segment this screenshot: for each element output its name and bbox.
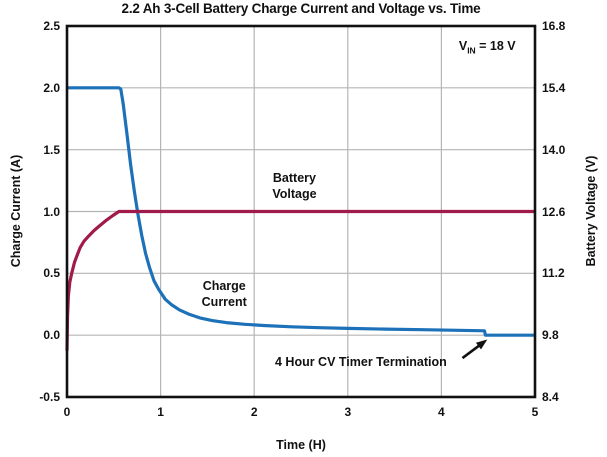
y-left-tick-label: 0.0 xyxy=(43,328,60,343)
cv-timer-termination-label: 4 Hour CV Timer Termination xyxy=(274,355,447,370)
charge-current-label-line1: Charge xyxy=(202,279,246,294)
y-right-tick-label: 8.4 xyxy=(542,390,559,404)
y-right-tick-label: 12.6 xyxy=(542,204,566,219)
vin-base: V xyxy=(458,38,468,53)
y-left-tick-label: 2.0 xyxy=(43,80,60,95)
charge-current-label: Charge Current xyxy=(202,278,247,310)
y-left-tick-label: 0.5 xyxy=(43,266,60,281)
x-tick-label: 3 xyxy=(344,405,352,419)
x-axis-title: Time (H) xyxy=(276,438,326,452)
vin-annotation: VIN = 18 V xyxy=(459,38,516,56)
termination-arrow xyxy=(461,339,488,360)
y-right-axis-title: Battery Voltage (V) xyxy=(584,155,598,267)
y-right-tick-label: 11.2 xyxy=(542,266,565,281)
battery-voltage-label: Battery Voltage xyxy=(272,170,316,202)
vin-subscript: IN xyxy=(467,45,476,56)
y-right-tick-label: 9.8 xyxy=(542,328,559,343)
x-tick-label: 5 xyxy=(531,405,539,419)
vin-value: = 18 V xyxy=(475,38,516,53)
x-tick-label: 2 xyxy=(250,405,258,419)
series-battery-voltage xyxy=(65,209,535,351)
y-right-tick-label: 15.4 xyxy=(542,80,566,95)
plot-frame xyxy=(65,24,537,399)
y-left-tick-label: 1.0 xyxy=(43,204,60,219)
charge-current-label-line2: Current xyxy=(201,295,247,310)
x-tick-label: 4 xyxy=(438,405,445,419)
y-right-tick-label: 14.0 xyxy=(542,142,566,157)
y-left-tick-label: -0.5 xyxy=(39,390,60,404)
x-tick-label: 0 xyxy=(63,405,71,419)
chart-title: 2.2 Ah 3-Cell Battery Charge Current and… xyxy=(121,1,481,16)
series-charge-current xyxy=(67,86,535,337)
battery-voltage-label-line1: Battery xyxy=(272,170,316,185)
y-right-tick-label: 16.8 xyxy=(542,19,566,33)
y-left-tick-label: 1.5 xyxy=(43,142,60,157)
battery-voltage-label-line2: Voltage xyxy=(272,186,317,201)
y-left-tick-label: 2.5 xyxy=(43,19,60,33)
series-lines xyxy=(65,86,535,351)
x-tick-label: 1 xyxy=(157,405,164,419)
y-left-axis-title: Charge Current (A) xyxy=(9,154,23,268)
